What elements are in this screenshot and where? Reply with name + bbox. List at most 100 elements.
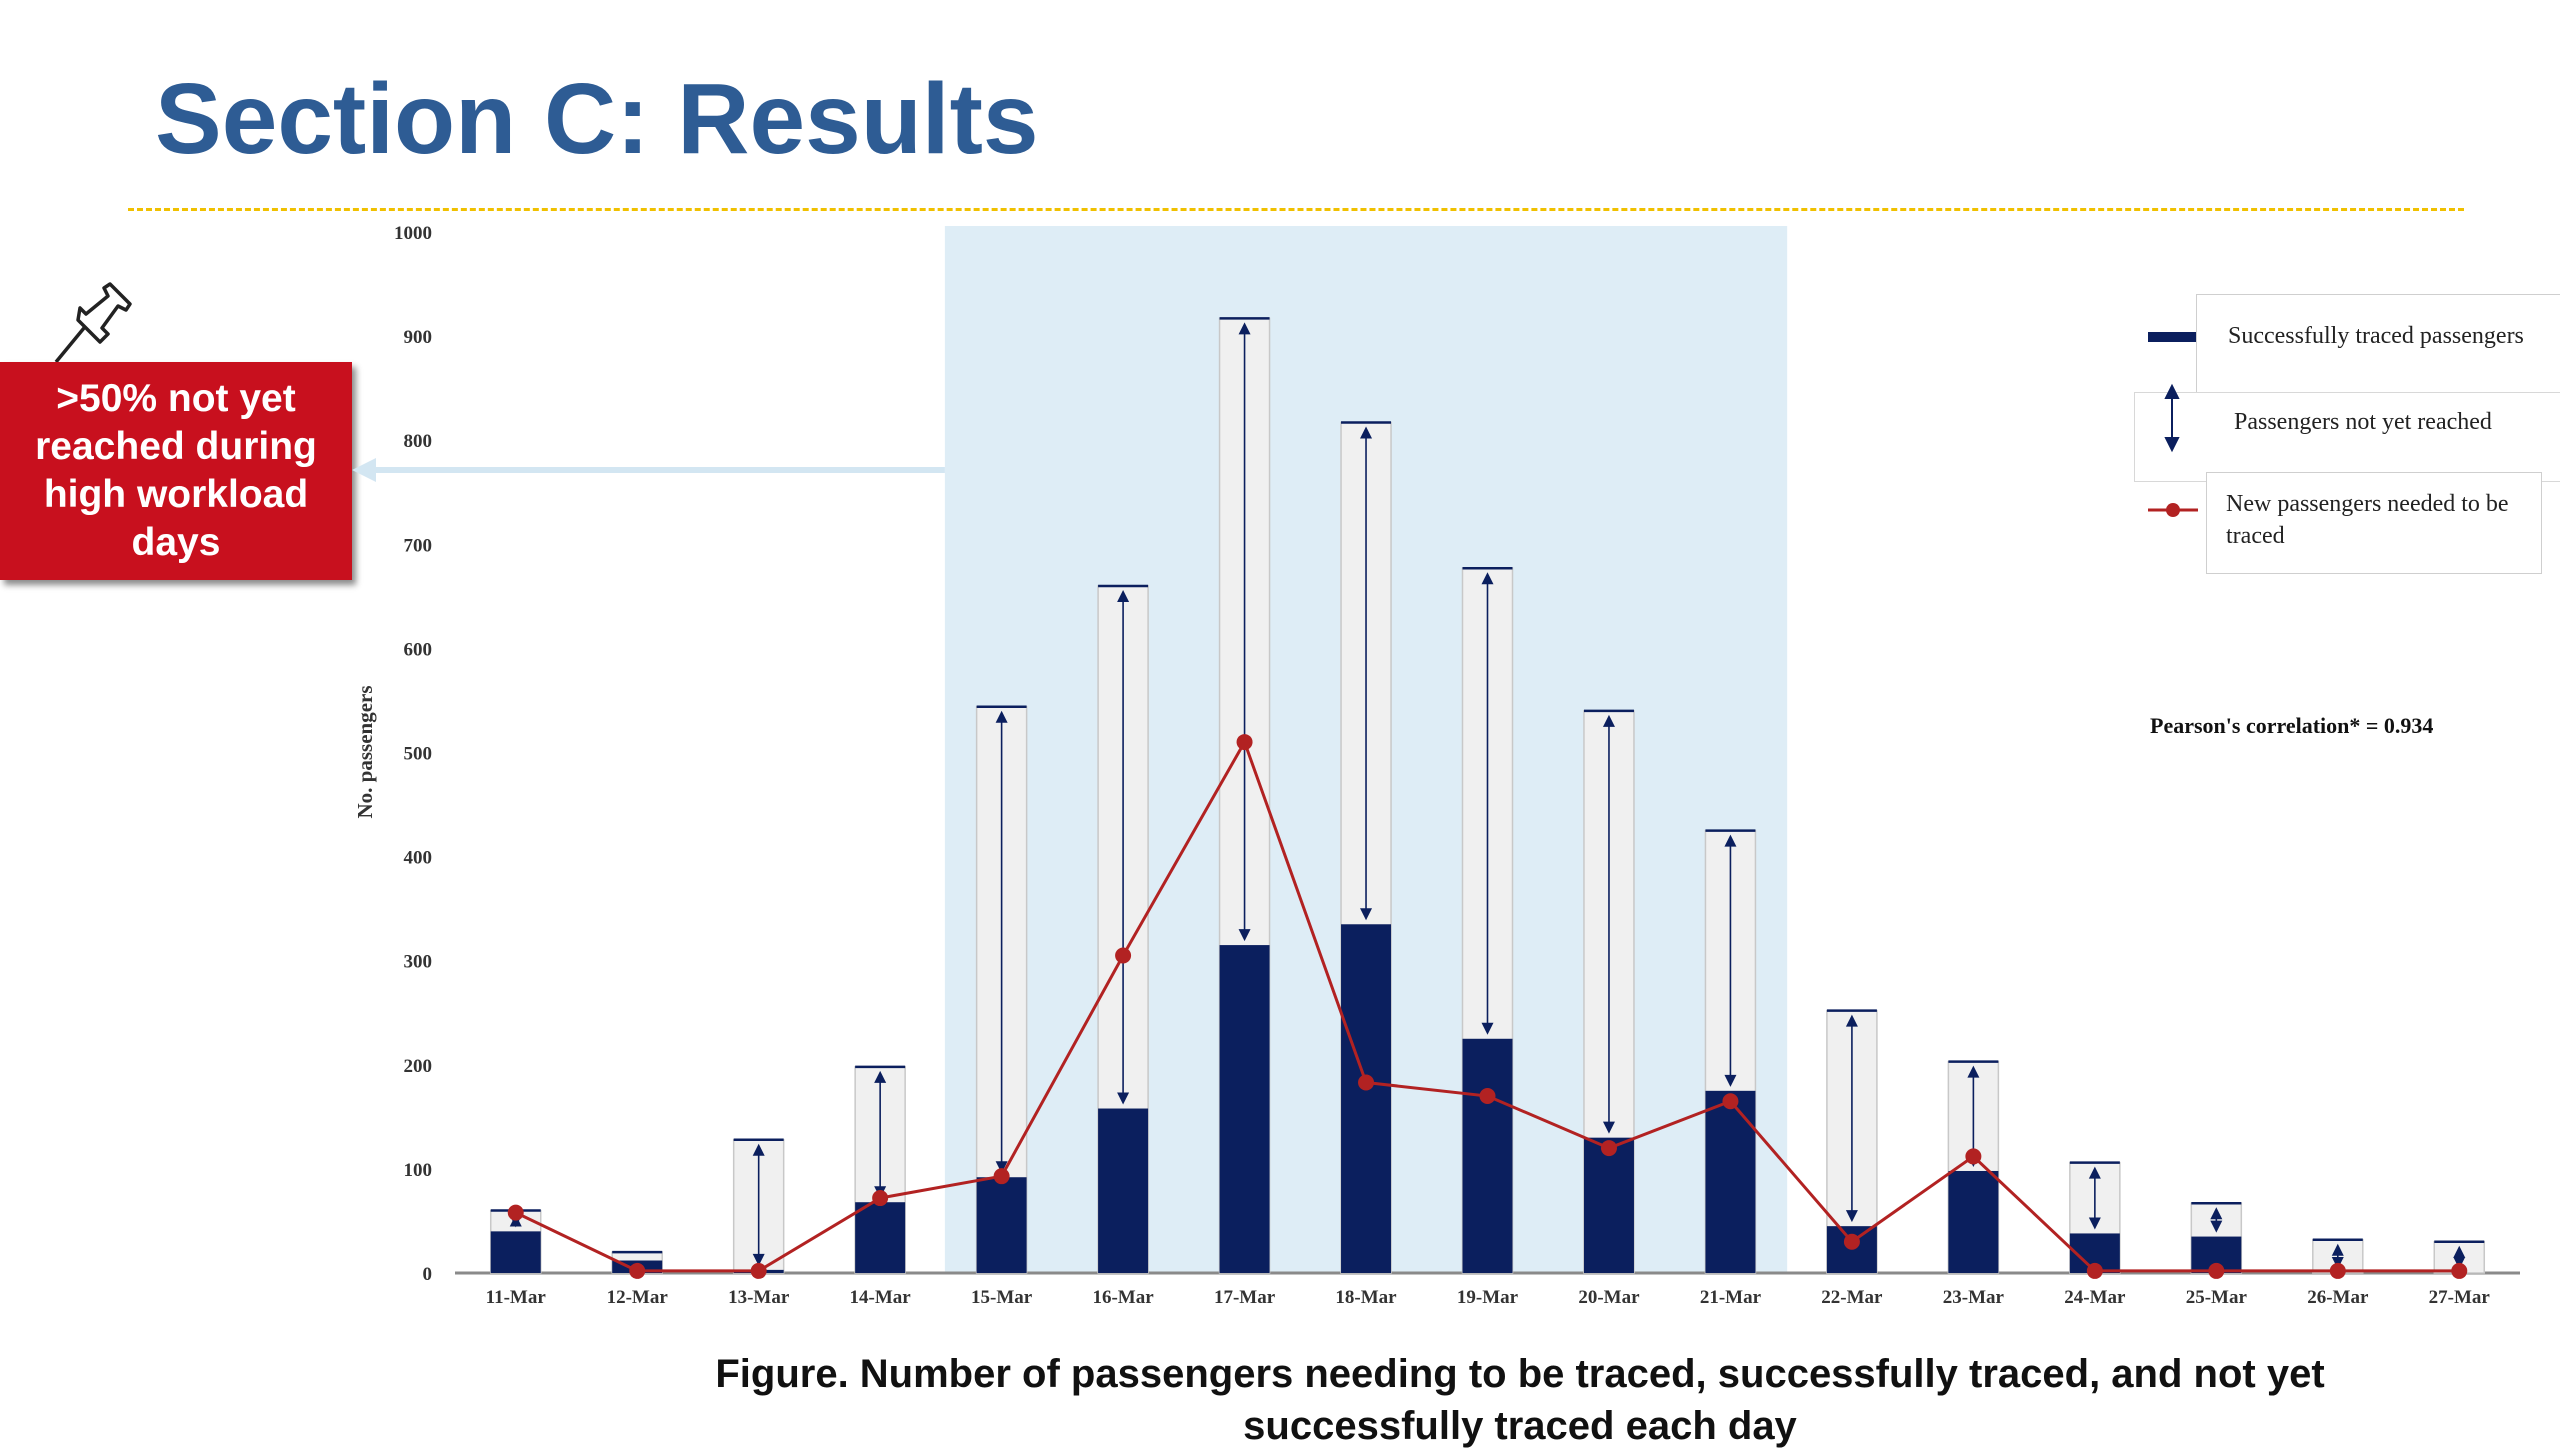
arrow-head-down [1602, 1121, 1615, 1134]
traced-bar [1462, 1038, 1513, 1273]
arrow-head-up [1117, 589, 1130, 602]
y-tick-label: 800 [404, 431, 433, 452]
new-passengers-point [1358, 1074, 1375, 1091]
new-passengers-point [1965, 1148, 1982, 1165]
y-tick-label: 900 [404, 327, 433, 348]
x-tick-label: 18-Mar [1335, 1287, 1397, 1308]
traced-bar [976, 1177, 1027, 1273]
new-passengers-point [1115, 947, 1132, 964]
arrow-head-up [1360, 426, 1373, 439]
y-tick-label: 400 [404, 848, 433, 869]
arrow-head-up [2331, 1243, 2344, 1256]
x-tick-label: 11-Mar [486, 1287, 547, 1308]
y-tick-label: 1000 [394, 223, 432, 244]
traced-bar [855, 1202, 906, 1273]
legend-markers [2148, 332, 2198, 517]
x-tick-label: 12-Mar [607, 1287, 669, 1308]
x-tick-label: 21-Mar [1700, 1287, 1762, 1308]
legend-label-not-reached: Passengers not yet reached [2234, 409, 2492, 435]
x-tick-label: 13-Mar [728, 1287, 790, 1308]
arrow-head-up [2088, 1166, 2101, 1179]
new-passengers-point [993, 1168, 1010, 1185]
pearson-correlation: Pearson's correlation* = 0.934 [2150, 713, 2434, 738]
x-tick-label: 17-Mar [1214, 1287, 1276, 1308]
arrow-head-up [2453, 1245, 2466, 1258]
legend-label-traced: Successfully traced passengers [2228, 323, 2524, 349]
legend-box-3 [2206, 472, 2542, 574]
new-passengers-point [872, 1190, 889, 1207]
arrow-head-down [1360, 908, 1373, 921]
legend-line-swatch [2148, 503, 2198, 517]
new-passengers-point [1236, 734, 1253, 751]
arrow-head-down [1117, 1092, 1130, 1105]
legend-label-new: New passengers needed to be traced [2226, 491, 2509, 549]
x-tick-label: 19-Mar [1457, 1287, 1519, 1308]
new-passengers-point [629, 1262, 646, 1279]
y-axis-label: No. passengers [353, 685, 377, 818]
new-passengers-point [1479, 1088, 1496, 1105]
new-passengers-point [1600, 1140, 1617, 1157]
arrow-head-up [1967, 1065, 1980, 1078]
arrow-head-down [752, 1253, 765, 1266]
y-tick-label: 500 [404, 744, 433, 765]
y-tick-label: 200 [404, 1056, 433, 1077]
callout-pointer-head [352, 458, 376, 482]
x-tick-label: 24-Mar [2064, 1287, 2126, 1308]
arrow-head-up [874, 1070, 887, 1083]
traced-bar [490, 1231, 541, 1273]
callout-text: >50% not yet reached during high workloa… [35, 377, 317, 564]
new-passengers-point [1843, 1233, 1860, 1250]
slide-title: Section C: Results [155, 63, 1039, 175]
arrow-head-up [1845, 1014, 1858, 1027]
legend-arrow-swatch [2164, 383, 2180, 453]
pushpin-icon [54, 282, 132, 364]
x-tick-label: 20-Mar [1578, 1287, 1640, 1308]
new-passengers-point [507, 1204, 524, 1221]
traced-bar [1583, 1137, 1634, 1273]
arrow-head-up [995, 710, 1008, 723]
new-passengers-point [2451, 1262, 2468, 1279]
x-tick-label: 23-Mar [1943, 1287, 2005, 1308]
traced-bar [1341, 924, 1392, 1273]
y-tick-label: 100 [404, 1160, 433, 1181]
y-tick-label: 700 [404, 535, 433, 556]
x-tick-label: 27-Mar [2429, 1287, 2491, 1308]
arrow-head-down [2210, 1220, 2223, 1233]
arrow-head-up [1238, 322, 1251, 335]
legend-box-2 [2134, 392, 2560, 482]
new-passengers-point [750, 1262, 767, 1279]
dashed-divider [128, 208, 2464, 211]
callout-box: >50% not yet reached during high workloa… [0, 362, 352, 580]
arrow-head-up [1602, 714, 1615, 727]
arrow-head-down [1481, 1022, 1494, 1035]
arrow-head-up [2210, 1207, 2223, 1220]
arrow-head-down [1238, 929, 1251, 942]
arrow-head-down [995, 1161, 1008, 1174]
y-tick-label: 0 [423, 1264, 433, 1285]
arrow-head-up [752, 1143, 765, 1156]
legend-box-1 [2196, 294, 2560, 396]
traced-bar [1219, 945, 1270, 1273]
traced-bar [1098, 1108, 1149, 1273]
arrow-head-up [1481, 572, 1494, 585]
x-tick-label: 16-Mar [1092, 1287, 1154, 1308]
arrow-head-down [1724, 1074, 1737, 1087]
new-passengers-point [2329, 1262, 2346, 1279]
traced-bar [1948, 1170, 1999, 1273]
traced-bar [1705, 1090, 1756, 1273]
x-tick-label: 14-Mar [850, 1287, 912, 1308]
new-passengers-point [2208, 1262, 2225, 1279]
x-tick-label: 26-Mar [2307, 1287, 2369, 1308]
arrow-head-up [1724, 834, 1737, 847]
new-passengers-point [1722, 1093, 1739, 1110]
y-tick-label: 300 [404, 952, 433, 973]
x-tick-label: 15-Mar [971, 1287, 1033, 1308]
arrow-head-down [1845, 1210, 1858, 1223]
x-tick-label: 22-Mar [1821, 1287, 1883, 1308]
arrow-head-down [2088, 1217, 2101, 1230]
y-tick-label: 600 [404, 639, 433, 660]
x-tick-label: 25-Mar [2186, 1287, 2248, 1308]
new-passengers-point [2086, 1262, 2103, 1279]
figure-caption: Figure. Number of passengers needing to … [715, 1352, 2325, 1448]
